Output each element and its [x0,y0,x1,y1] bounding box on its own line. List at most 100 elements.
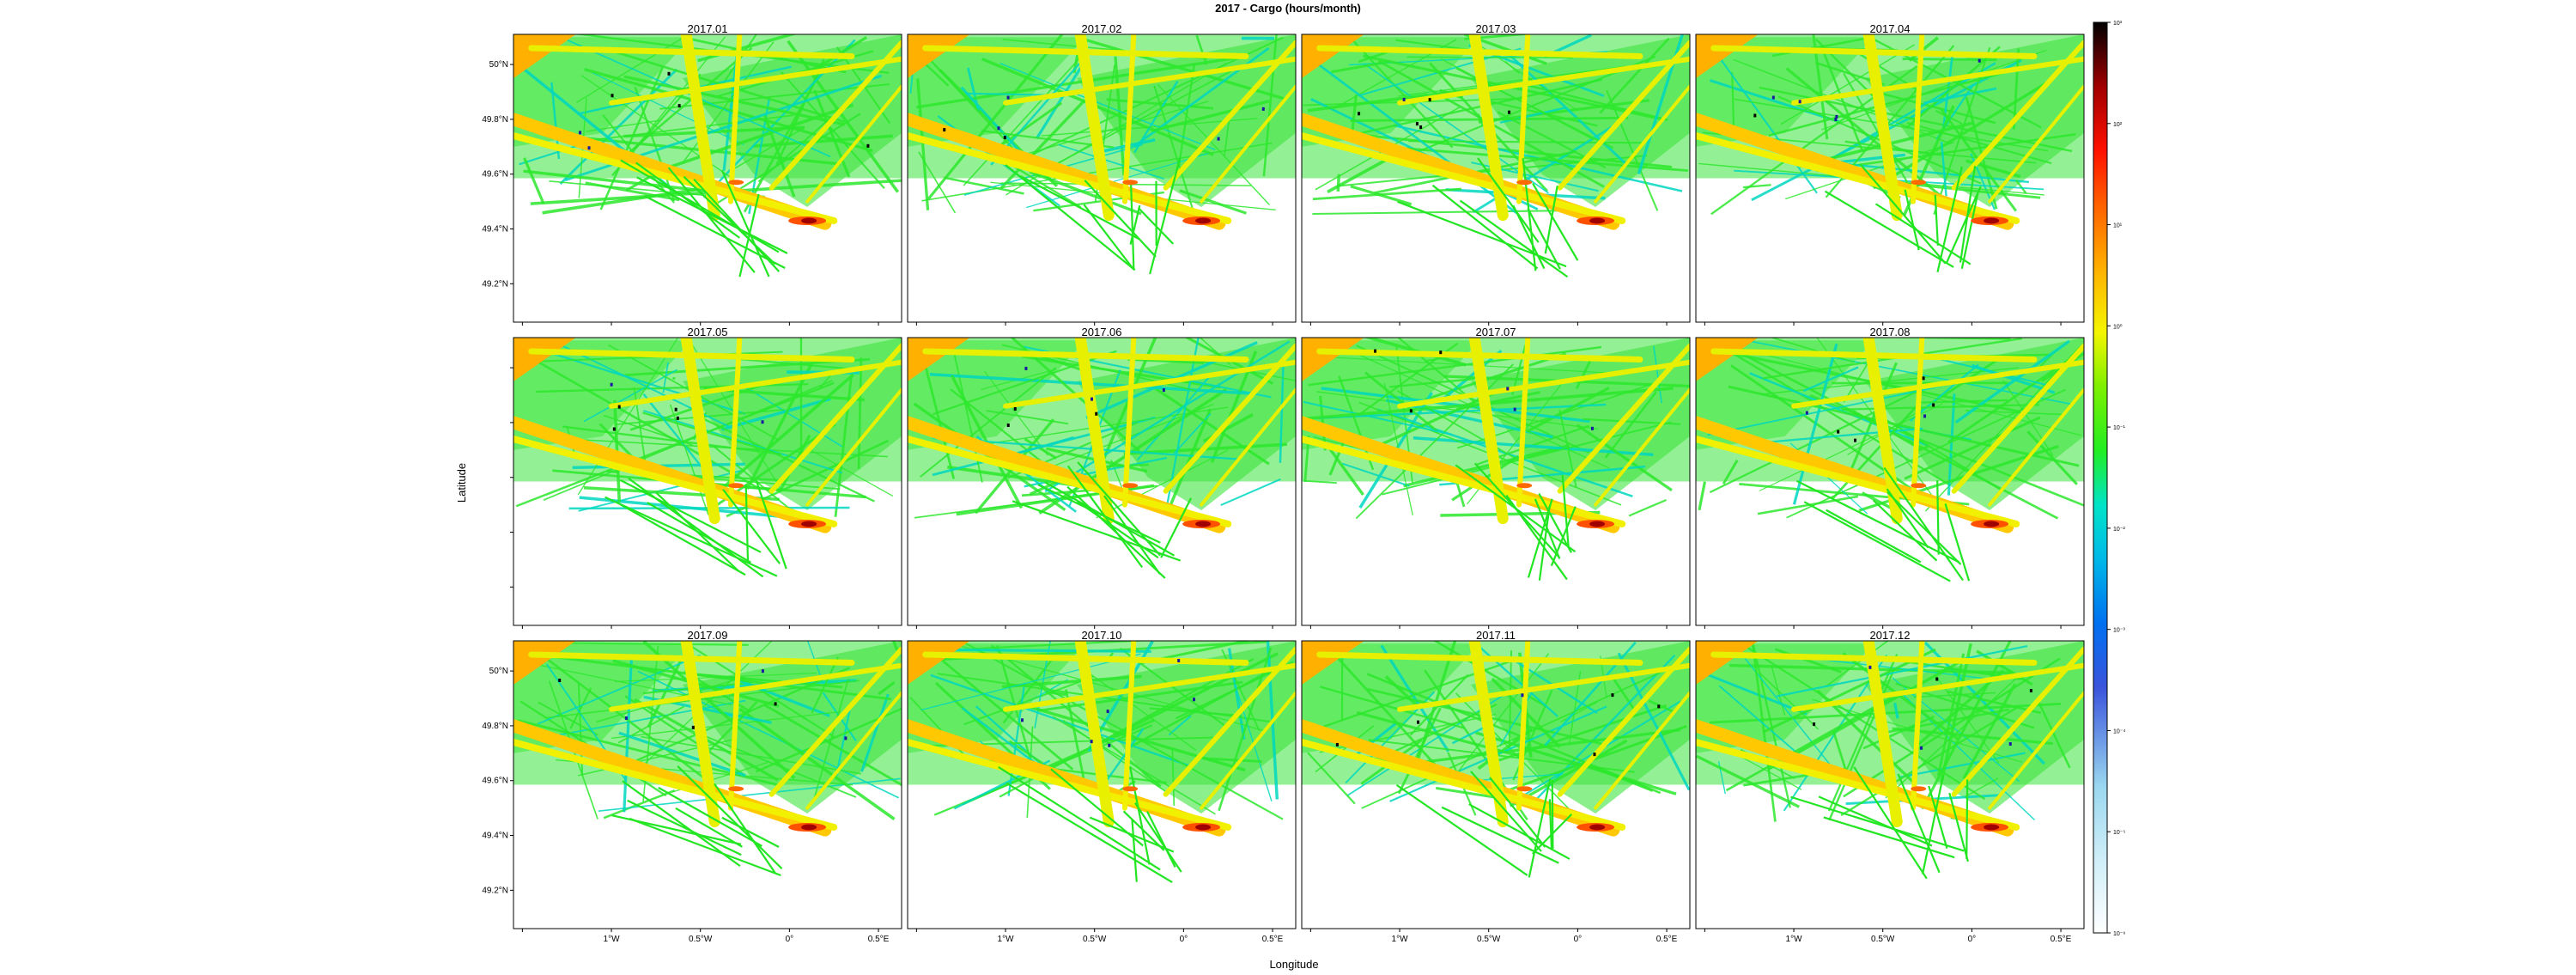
coastal-track [1897,773,1941,874]
coastal-track [636,176,788,254]
route-segment [984,370,1048,456]
shipping-lane [727,338,743,508]
panel-title: 2017.10 [1082,629,1122,642]
route-segment [1421,728,1681,764]
route-segment [1940,141,1947,197]
x-tick-label: 0.5°W [689,935,713,944]
colorbar-tick-label: 10⁻¹ [2113,425,2125,431]
route-segment [1157,83,1270,206]
coastal-track [1550,506,1577,567]
shipping-lane [1003,56,1296,106]
route-segment [1471,641,1558,717]
y-tick-label: 49.4°N [482,832,508,841]
harbour-hotspot [1516,483,1533,489]
shipping-lane [922,45,1249,60]
route-segment [1780,44,1916,125]
anchor-point [677,104,681,108]
route-segment [735,357,860,371]
colorbar-tick-label: 10³ [2113,21,2123,27]
route-segment [544,679,860,719]
anchor-point [1013,406,1017,411]
route-segment [1737,338,2073,405]
harbour-hotspot [728,483,744,489]
route-segment [1905,46,2001,130]
colorbar-ticks: 10⁻⁶ 10⁻⁵ 10⁻⁴ 10⁻³ 10⁻² 10⁻¹ 10⁰ 10¹ 10² 10³ [2107,21,2126,937]
route-segment [1718,57,1818,194]
colorbar-gradient [2093,21,2108,934]
anchor-point [1024,366,1028,370]
coastal-track [658,786,762,847]
route-segment [1479,45,1578,111]
route-segment [1648,699,1675,714]
coastal-track [1527,208,1561,270]
shipping-lane [1696,132,2020,224]
anchor-point [1374,349,1377,353]
port-hotspot-core [1195,824,1212,831]
route-segment [1769,338,1856,363]
route-segment [1940,643,1972,783]
anchor-point [844,736,848,740]
route-segment [1381,421,1672,496]
route-segment [971,641,1153,650]
panel-title: 2017.02 [1082,22,1122,35]
colorbar: 10⁻⁶ 10⁻⁵ 10⁻⁴ 10⁻³ 10⁻² 10⁻¹ 10⁰ 10¹ 10² 10³ [2093,21,2126,937]
shipping-lane [1791,662,2084,712]
route-segment [1809,394,2084,507]
shipping-lane [1988,691,2084,810]
anchor-point [1358,112,1361,116]
heatmap-area [513,338,902,578]
coastal-track [1528,778,1552,878]
route-segment [1784,141,1955,200]
anchor-point [1217,137,1220,141]
route-segment [526,643,720,790]
route-segment [1947,355,2075,444]
route-segment [599,67,664,210]
coastal-track [1959,166,1977,263]
anchor-point [1854,438,1857,442]
route-segment [1440,58,1595,141]
route-segment [1825,641,1889,687]
port-hotspot-core [1195,217,1212,224]
coastal-track [1012,500,1182,562]
route-segment [981,57,1214,156]
shipping-lane [1200,84,1296,204]
coastal-track [1853,766,1928,880]
port-hotspot-core [1589,824,1606,831]
shipping-lane [1910,34,1925,204]
port-hotspot-core [1589,217,1606,224]
coastal-track [1459,199,1569,278]
route-segment [547,655,892,701]
panel-frame [513,640,902,929]
route-segment [806,447,894,497]
x-tick-label: 0.5°W [1083,935,1107,944]
route-segment [2012,48,2020,130]
route-segment [1886,708,2010,734]
panel-2017.01: 2017.01 50°N 49.8°N 49.6°N 49.4°N 49.2°N [482,22,902,326]
route-segment [1909,363,1979,422]
route-segment [1364,371,1439,433]
shipping-lane [922,651,1249,667]
route-segment [1749,372,1929,448]
shipping-lane [1302,739,1626,831]
route-segment [1127,357,1205,364]
coastal-track [627,799,742,856]
port-hotspot-core [801,521,817,527]
coastal-track [1532,814,1573,855]
x-tick-label: 0.5°W [1871,935,1895,944]
route-segment [920,653,1141,711]
route-segment [990,644,1162,788]
route-segment [944,176,1024,195]
density-corner [1302,338,1364,382]
route-segment [1709,79,1840,124]
shipping-lane [1200,691,1296,810]
chart-title: 2017 - Cargo (hours/month) [1215,2,1361,15]
route-segment [1312,209,1587,215]
shipping-lane [1121,34,1137,204]
route-segment [1762,648,1936,734]
route-segment [1718,685,1802,758]
route-segment [918,151,957,214]
coastal-track [1505,494,1568,581]
shipping-lane [922,348,1249,363]
anchor-point [1261,107,1265,111]
shipping-lane [1302,436,1626,527]
